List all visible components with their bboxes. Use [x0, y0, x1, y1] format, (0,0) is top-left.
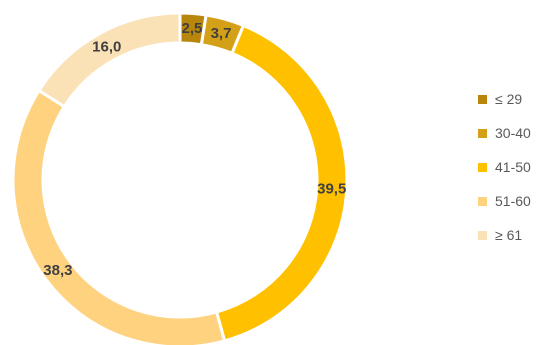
legend-swatch [478, 162, 487, 172]
donut-slice-5 [36, 11, 182, 109]
legend-label: ≥ 61 [495, 227, 523, 243]
donut-slices [11, 11, 349, 345]
legend-swatch [478, 128, 487, 138]
legend-swatch [478, 94, 487, 104]
donut-slice-4 [11, 88, 227, 345]
data-label-3: 39,5 [317, 181, 346, 198]
legend-swatch [478, 196, 487, 206]
legend-item-3: 41-50 [478, 158, 531, 176]
data-label-4: 38,3 [43, 262, 72, 279]
legend-label: 51-60 [495, 193, 531, 209]
data-label-2: 3,7 [211, 25, 232, 42]
legend-item-4: 51-60 [478, 192, 531, 210]
legend-label: ≤ 29 [495, 91, 523, 107]
data-label-5: 16,0 [92, 38, 121, 55]
legend-item-2: 30-40 [478, 124, 531, 142]
data-label-1: 2,5 [181, 20, 202, 37]
legend-item-1: ≤ 29 [478, 90, 531, 108]
legend-swatch [478, 230, 487, 240]
legend-item-5: ≥ 61 [478, 226, 531, 244]
donut-value-labels: 2,5 3,7 39,5 38,3 16,0 [43, 20, 346, 279]
chart-legend: ≤ 29 30-40 41-50 51-60 ≥ 61 [478, 90, 531, 260]
legend-label: 41-50 [495, 159, 531, 175]
legend-label: 30-40 [495, 125, 531, 141]
